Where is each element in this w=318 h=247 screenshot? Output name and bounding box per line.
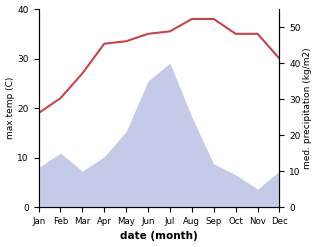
Y-axis label: med. precipitation (kg/m2): med. precipitation (kg/m2) — [303, 47, 313, 169]
Y-axis label: max temp (C): max temp (C) — [5, 77, 15, 139]
X-axis label: date (month): date (month) — [120, 231, 198, 242]
